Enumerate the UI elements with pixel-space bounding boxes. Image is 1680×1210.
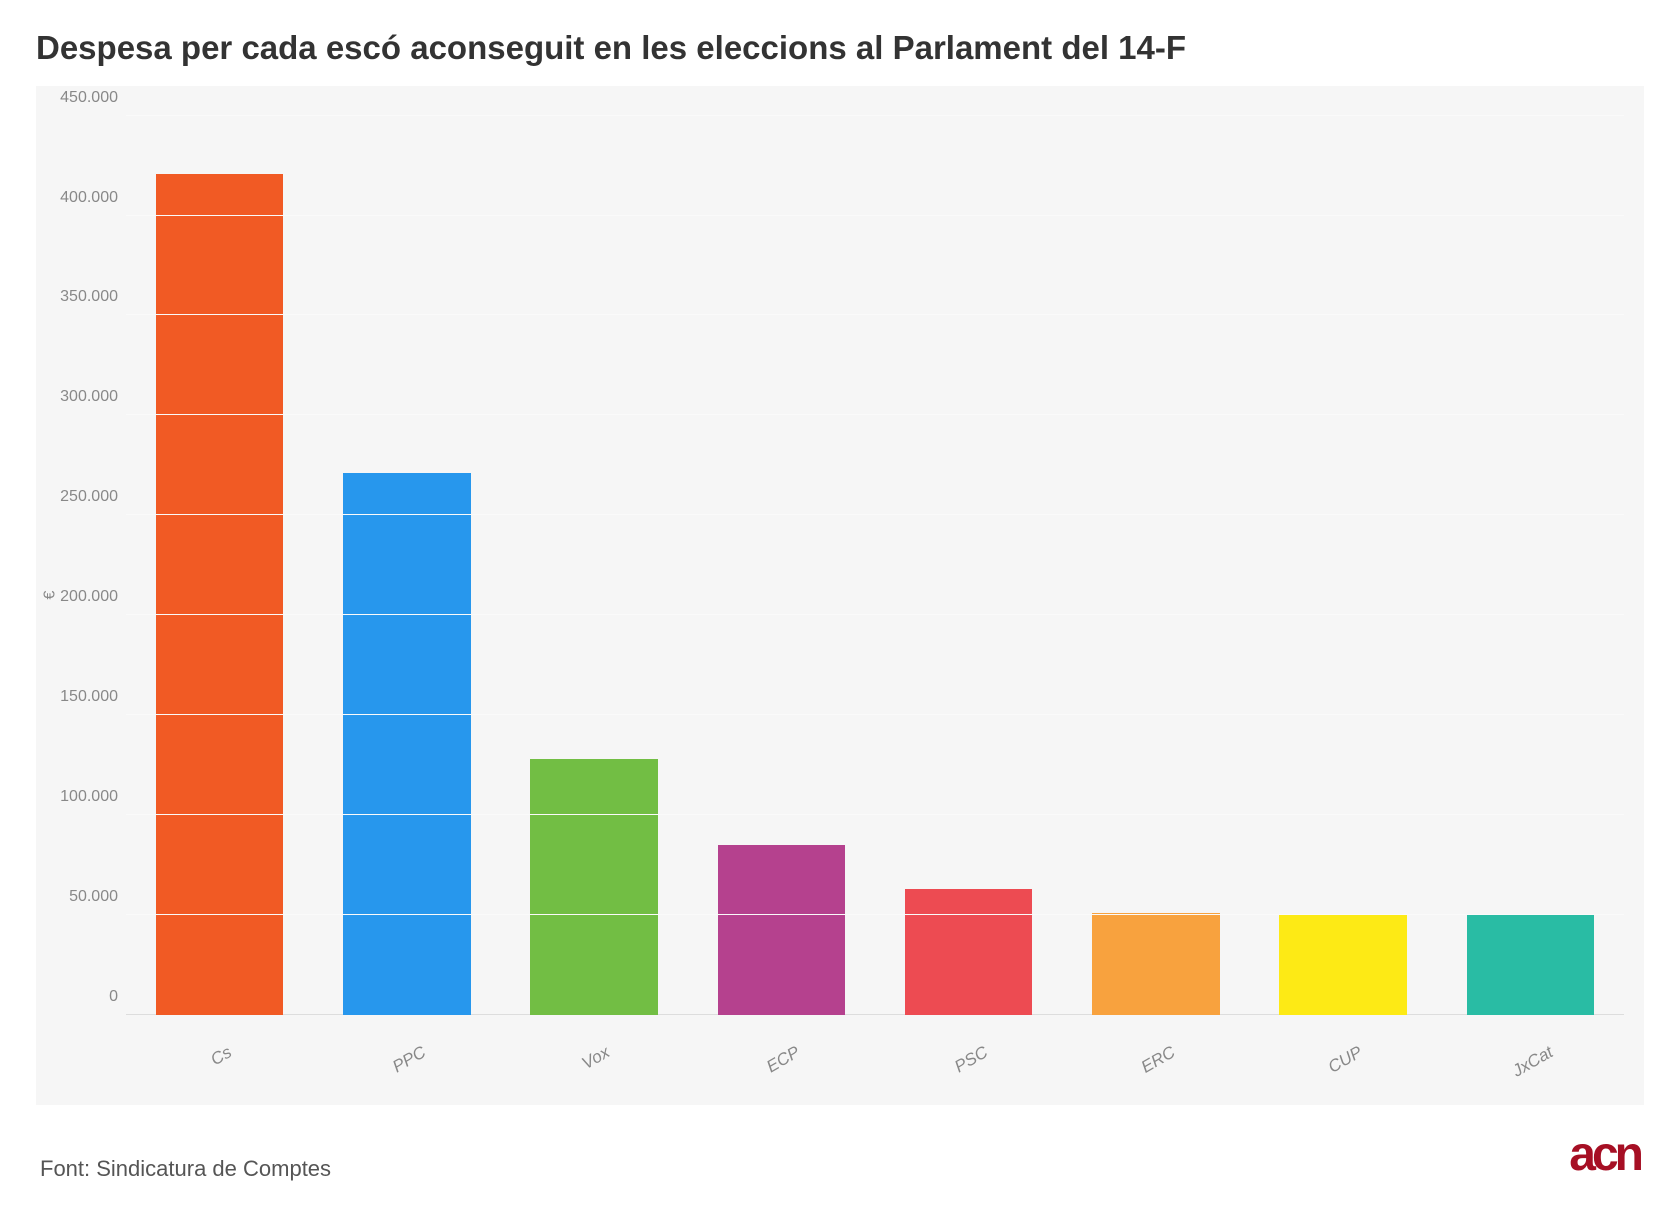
y-tick-label: 50.000: [56, 888, 118, 906]
grid-line: [126, 115, 1624, 116]
grid-line: [126, 514, 1624, 515]
chart-title: Despesa per cada escó aconseguit en les …: [36, 28, 1644, 68]
x-tick-label: PSC: [951, 1042, 991, 1077]
y-tick-label: 0: [56, 988, 118, 1006]
bar-slot: PSC: [875, 116, 1062, 1015]
y-tick-label: 150.000: [56, 688, 118, 706]
x-tick-label: Cs: [207, 1042, 235, 1070]
grid-line: [126, 414, 1624, 415]
source-label: Font: Sindicatura de Comptes: [40, 1156, 331, 1182]
y-tick-label: 450.000: [56, 89, 118, 107]
y-tick-label: 300.000: [56, 388, 118, 406]
bars-container: CsPPCVoxECPPSCERCCUPJxCat: [126, 116, 1624, 1015]
footer: Font: Sindicatura de Comptes acn: [36, 1127, 1644, 1182]
grid-line: [126, 215, 1624, 216]
y-tick-label: 200.000: [56, 588, 118, 606]
y-tick-label: 400.000: [56, 189, 118, 207]
bar-slot: PPC: [313, 116, 500, 1015]
grid-line: [126, 714, 1624, 715]
bar: [1279, 915, 1406, 1015]
bar-slot: ECP: [688, 116, 875, 1015]
chart-area: € CsPPCVoxECPPSCERCCUPJxCat 050.000100.0…: [36, 86, 1644, 1105]
grid-line: [126, 314, 1624, 315]
bar-slot: CUP: [1250, 116, 1437, 1015]
plot-region: CsPPCVoxECPPSCERCCUPJxCat 050.000100.000…: [126, 116, 1624, 1015]
y-tick-label: 350.000: [56, 288, 118, 306]
bar-slot: JxCat: [1437, 116, 1624, 1015]
bar-slot: ERC: [1062, 116, 1249, 1015]
x-tick-label: Vox: [579, 1042, 614, 1074]
bar: [718, 845, 845, 1015]
bar: [1092, 913, 1219, 1015]
bar: [530, 759, 657, 1015]
grid-line: [126, 614, 1624, 615]
x-tick-label: JxCat: [1509, 1042, 1557, 1081]
acn-logo: acn: [1569, 1127, 1640, 1182]
bar: [1467, 915, 1594, 1015]
bar-slot: Vox: [501, 116, 688, 1015]
x-tick-label: ERC: [1138, 1042, 1179, 1077]
bar-slot: Cs: [126, 116, 313, 1015]
y-tick-label: 100.000: [56, 788, 118, 806]
bar: [343, 473, 470, 1015]
y-tick-label: 250.000: [56, 488, 118, 506]
x-tick-label: CUP: [1325, 1042, 1366, 1077]
x-tick-label: PPC: [389, 1042, 429, 1077]
grid-line: [126, 814, 1624, 815]
x-tick-label: ECP: [764, 1042, 804, 1077]
bar: [156, 174, 283, 1015]
grid-line: [126, 914, 1624, 915]
bar: [905, 889, 1032, 1015]
